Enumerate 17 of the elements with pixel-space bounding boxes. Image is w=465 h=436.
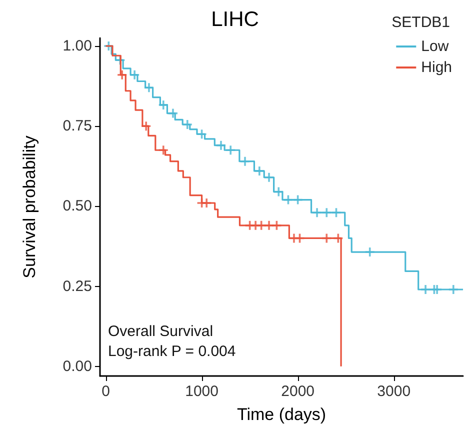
y-tick-label: 0.50 [62, 198, 92, 215]
x-tick-label: 1000 [185, 383, 218, 400]
y-tick-label: 0.75 [62, 118, 92, 135]
y-tick-label: 0.00 [62, 358, 92, 375]
annotation: Log-rank P = 0.004 [108, 343, 236, 360]
x-axis-title: Time (days) [236, 405, 326, 424]
x-tick-label: 2000 [281, 383, 315, 400]
legend-label: High [421, 59, 452, 76]
x-tick-label: 0 [102, 383, 110, 400]
annotation: Overall Survival [108, 323, 214, 340]
chart-title: LIHC [211, 8, 259, 31]
y-axis-title: Survival probability [20, 135, 39, 278]
legend-title: SETDB1 [392, 14, 450, 31]
y-tick-label: 1.00 [62, 38, 92, 55]
legend-label: Low [421, 38, 449, 55]
x-tick-label: 3000 [377, 383, 411, 400]
y-tick-label: 0.25 [62, 278, 92, 295]
